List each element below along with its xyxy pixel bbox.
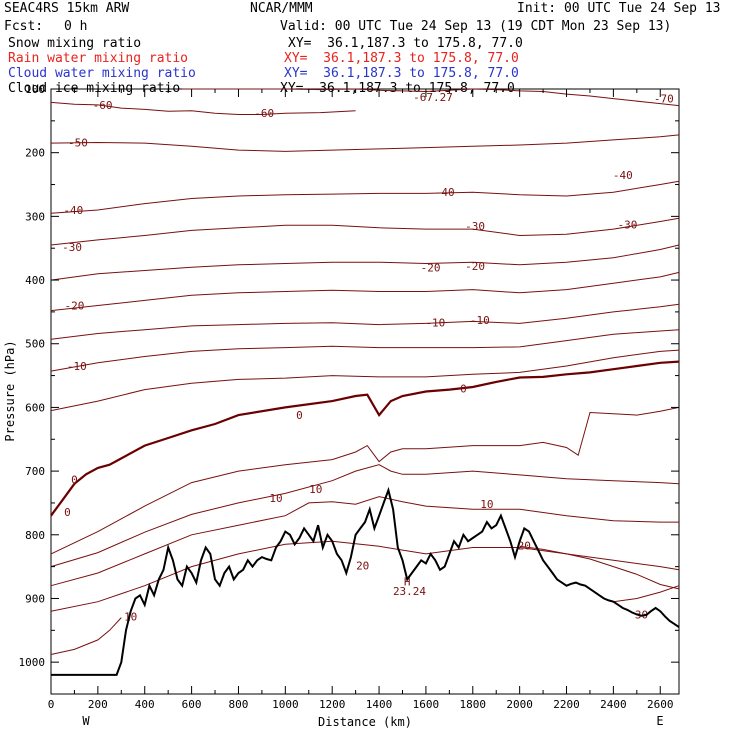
y-tick-label-700: 700 bbox=[25, 465, 45, 478]
y-tick-label-500: 500 bbox=[25, 338, 45, 351]
contour-label-3: -60 bbox=[254, 107, 274, 120]
valid-time: Valid: 00 UTC Tue 24 Sep 13 (19 CDT Mon … bbox=[280, 19, 672, 34]
contour-label-8: -30 bbox=[62, 241, 82, 254]
contour-line--30-4 bbox=[50, 217, 680, 246]
contour-line-15-14 bbox=[50, 540, 680, 612]
center-title: NCAR/MMM bbox=[250, 1, 313, 16]
forecast-hour: 0 h bbox=[64, 19, 88, 34]
contour-label-17: 0 bbox=[71, 473, 78, 486]
x-axis-label: Distance (km) bbox=[318, 715, 412, 729]
contour-label-21: 10 bbox=[269, 492, 282, 505]
contour-line-5-11 bbox=[50, 406, 680, 555]
y-tick-label-600: 600 bbox=[25, 401, 45, 414]
contour-line-30-17 bbox=[613, 585, 680, 603]
y-tick-label-1000: 1000 bbox=[19, 656, 46, 669]
contour-label-7: -40 bbox=[613, 169, 633, 182]
x-tick-label-1800: 1800 bbox=[460, 698, 487, 711]
x-tick-label-0: 0 bbox=[48, 698, 55, 711]
contour-label-11: -20 bbox=[64, 300, 84, 313]
x-tick-label-2000: 2000 bbox=[506, 698, 533, 711]
x-tick-label-2200: 2200 bbox=[553, 698, 580, 711]
terrain-line bbox=[51, 486, 680, 676]
contour-label-14: -10 bbox=[67, 360, 87, 373]
legend-rain-name: Rain water mixing ratio bbox=[8, 51, 189, 66]
contour-line--67_27-0 bbox=[182, 88, 680, 107]
contour-label-19: 0 bbox=[296, 409, 303, 422]
contour-line-10-12 bbox=[50, 464, 680, 568]
legend-cloud-xy: XY= 36.1,187.3 to 175.8, 77.0 bbox=[284, 66, 519, 81]
contour-label-4: -50 bbox=[68, 137, 88, 150]
contour-label-layer: -67.27 -70 -60 -60 -50 -40 -40 -40 -30 -30 -30 -20 -… bbox=[62, 91, 674, 623]
contour-label-9: -30 bbox=[465, 220, 485, 233]
legend-snow-name: Snow mixing ratio bbox=[8, 36, 142, 51]
contour-label-23: 10 bbox=[480, 498, 493, 511]
y-tick-label-300: 300 bbox=[25, 210, 45, 223]
contour-line--10-8 bbox=[50, 329, 680, 372]
terrain-layer bbox=[51, 486, 680, 676]
contour-line-0-10 bbox=[50, 360, 680, 517]
y-tick-label-400: 400 bbox=[25, 274, 45, 287]
x-tick-label-800: 800 bbox=[229, 698, 249, 711]
contour-label-18: 0 bbox=[64, 506, 71, 519]
contour-label-2: -60 bbox=[93, 99, 113, 112]
contour-label-1: -70 bbox=[654, 93, 674, 106]
contour-label-29: 23.24 bbox=[393, 585, 426, 598]
legend-rain-xy: XY= 36.1,187.3 to 175.8, 77.0 bbox=[284, 51, 519, 66]
forecast-label: Fcst: bbox=[4, 19, 44, 34]
x-tick-label-2600: 2600 bbox=[647, 698, 674, 711]
contour-label-25: 20 bbox=[356, 559, 369, 572]
init-time: Init: 00 UTC Tue 24 Sep 13 bbox=[517, 1, 721, 16]
x-tick-label-1200: 1200 bbox=[319, 698, 346, 711]
contour-line--50-2 bbox=[50, 134, 680, 152]
west-label: W bbox=[82, 714, 90, 728]
legend-cloud-name: Cloud water mixing ratio bbox=[8, 66, 196, 81]
contour-label-10: -30 bbox=[617, 219, 637, 232]
contour-label-13: -20 bbox=[465, 260, 485, 273]
x-tick-label-2400: 2400 bbox=[600, 698, 627, 711]
plot-frame bbox=[50, 88, 680, 695]
y-tick-label-900: 900 bbox=[25, 592, 45, 605]
legend-snow-xy: XY= 36.1,187.3 to 175.8, 77.0 bbox=[288, 36, 523, 51]
contour-label-12: -20 bbox=[421, 261, 441, 274]
contour-line-20-15 bbox=[50, 617, 122, 655]
contour-label-22: 10 bbox=[309, 483, 322, 496]
contour-label-16: -10 bbox=[470, 314, 490, 327]
contour-label-20: 0 bbox=[460, 382, 467, 395]
contour-line--10-7 bbox=[50, 303, 680, 340]
contour-line--5-9 bbox=[50, 349, 680, 412]
contour-line--20-6 bbox=[50, 271, 680, 312]
x-tick-label-400: 400 bbox=[135, 698, 155, 711]
contour-label-24: 10 bbox=[124, 610, 137, 623]
y-tick-label-800: 800 bbox=[25, 529, 45, 542]
x-tick-label-600: 600 bbox=[182, 698, 202, 711]
contour-line--20-5 bbox=[50, 244, 680, 281]
contour-label-26: 20 bbox=[518, 540, 531, 553]
contour-line--40-3 bbox=[50, 180, 680, 214]
x-tick-label-200: 200 bbox=[88, 698, 108, 711]
x-tick-label-1400: 1400 bbox=[366, 698, 393, 711]
x-tick-label-1600: 1600 bbox=[413, 698, 440, 711]
contour-line-10-13 bbox=[50, 496, 679, 587]
y-tick-label-200: 200 bbox=[25, 147, 45, 160]
model-title: SEAC4RS 15km ARW bbox=[4, 1, 130, 16]
y-axis-label: Pressure (hPa) bbox=[3, 340, 17, 441]
contour-line--60-1 bbox=[50, 101, 356, 115]
east-label: E bbox=[656, 714, 663, 728]
contour-line-20-16 bbox=[519, 545, 680, 590]
contour-label-0: -67.27 bbox=[413, 91, 453, 104]
contour-label-15: -10 bbox=[425, 317, 445, 330]
contour-layer bbox=[50, 88, 680, 655]
contour-label-28: H bbox=[404, 575, 411, 588]
y-tick-label-100: 100 bbox=[25, 83, 45, 96]
x-tick-label-1000: 1000 bbox=[272, 698, 299, 711]
contour-label-5: -40 bbox=[63, 204, 83, 217]
contour-label-6: -40 bbox=[435, 186, 455, 199]
